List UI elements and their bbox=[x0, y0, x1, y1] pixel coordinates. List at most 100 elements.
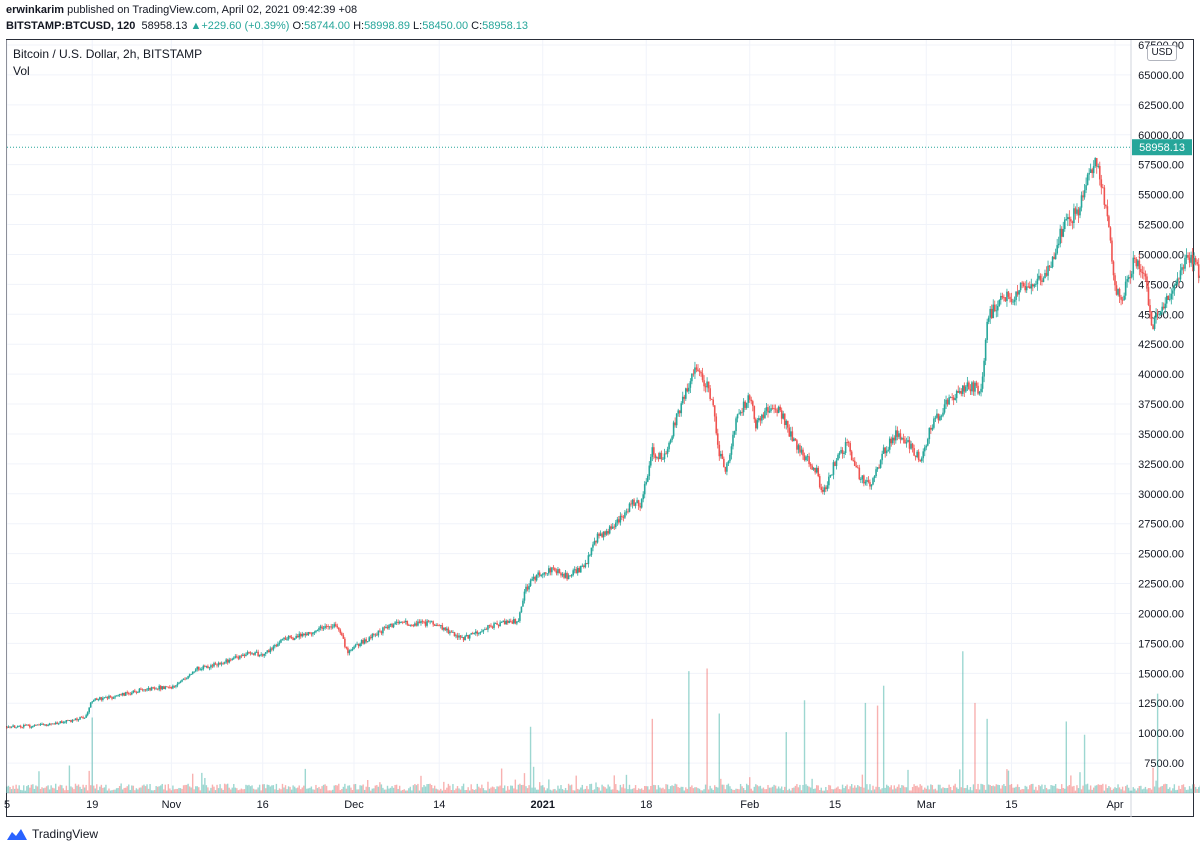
volume-bar bbox=[179, 788, 182, 793]
author-name[interactable]: erwinkarim bbox=[6, 4, 65, 16]
volume-bar bbox=[432, 788, 434, 793]
x-tick-label: 14 bbox=[433, 799, 445, 811]
volume-bar bbox=[421, 787, 424, 793]
volume-bar bbox=[758, 786, 760, 793]
candle-body bbox=[640, 499, 643, 508]
volume-bar bbox=[185, 784, 188, 793]
candle-body bbox=[1060, 228, 1063, 237]
candle-body bbox=[628, 503, 631, 512]
volume-bar bbox=[328, 790, 331, 793]
candle-body bbox=[870, 484, 873, 487]
candle-body bbox=[715, 416, 718, 434]
candle-body bbox=[706, 381, 708, 388]
volume-bar bbox=[97, 790, 100, 793]
candle-body bbox=[228, 659, 231, 663]
volume-bar bbox=[190, 787, 192, 793]
volume-bar bbox=[564, 787, 567, 793]
candle-body bbox=[668, 442, 670, 450]
volume-bar bbox=[465, 789, 468, 793]
candle-body bbox=[942, 412, 944, 416]
volume-bar bbox=[1006, 769, 1008, 793]
volume-bar bbox=[523, 773, 526, 793]
candle-body bbox=[648, 465, 651, 477]
volume-bar bbox=[208, 790, 211, 793]
candle-body bbox=[688, 387, 690, 392]
candle-body bbox=[386, 626, 389, 629]
volume-bar bbox=[805, 784, 807, 793]
volume-bar bbox=[1096, 785, 1098, 793]
volume-bar bbox=[374, 785, 377, 793]
candle-body bbox=[793, 438, 795, 442]
candle-body bbox=[837, 454, 839, 461]
volume-bar bbox=[1108, 785, 1110, 793]
candle-body bbox=[42, 723, 45, 725]
volume-bar bbox=[686, 788, 689, 793]
volume-bar bbox=[878, 786, 880, 793]
volume-bar bbox=[225, 784, 227, 793]
candle-body bbox=[455, 635, 457, 637]
candle-body bbox=[605, 531, 608, 535]
candle-body bbox=[683, 396, 686, 399]
volume-bar bbox=[1188, 786, 1191, 793]
volume-bar bbox=[1184, 787, 1186, 793]
candle-body bbox=[575, 569, 578, 574]
volume-bar bbox=[21, 790, 23, 793]
candle-body bbox=[1150, 312, 1153, 326]
candle-body bbox=[147, 687, 150, 690]
candle-body bbox=[181, 679, 183, 682]
volume-bar bbox=[36, 786, 39, 793]
volume-bar bbox=[298, 785, 300, 793]
candle-body bbox=[980, 388, 982, 392]
candle-body bbox=[735, 418, 737, 432]
volume-bar bbox=[812, 788, 815, 793]
candle-body bbox=[414, 623, 416, 626]
candle-body bbox=[790, 431, 792, 437]
volume-bar bbox=[1050, 785, 1052, 793]
candle-body bbox=[522, 600, 524, 607]
x-tick-label: 15 bbox=[1005, 799, 1017, 811]
candle-body bbox=[937, 413, 940, 421]
candle-body bbox=[622, 516, 625, 518]
candle-body bbox=[552, 567, 555, 569]
volume-bar bbox=[1163, 784, 1165, 793]
volume-bar bbox=[639, 789, 641, 793]
volume-bar bbox=[621, 787, 623, 793]
volume-bar bbox=[1015, 786, 1017, 793]
candle-body bbox=[45, 724, 48, 726]
candle-body bbox=[627, 511, 629, 513]
candle-body bbox=[432, 621, 434, 625]
volume-bar bbox=[616, 789, 619, 793]
candle-body bbox=[38, 724, 40, 726]
candle-body bbox=[452, 632, 454, 633]
open-label: O: bbox=[292, 20, 305, 32]
tradingview-brand[interactable]: TradingView bbox=[6, 827, 98, 841]
volume-bar bbox=[286, 789, 288, 793]
candle-body bbox=[678, 410, 681, 414]
volume-bar bbox=[893, 785, 896, 793]
volume-bar bbox=[782, 790, 784, 793]
candle-body bbox=[169, 686, 171, 688]
candle-body bbox=[1164, 303, 1167, 309]
volume-bar bbox=[1132, 787, 1134, 793]
volume-bar bbox=[473, 789, 475, 793]
candle-body bbox=[834, 462, 836, 466]
volume-bar bbox=[476, 783, 478, 793]
candle-body bbox=[750, 399, 753, 402]
candle-body bbox=[211, 665, 214, 667]
candle-body bbox=[1038, 275, 1040, 279]
candle-body bbox=[738, 413, 740, 415]
volume-bar bbox=[196, 786, 198, 793]
volume-bar bbox=[546, 788, 549, 793]
volume-bar bbox=[462, 783, 465, 793]
volume-bar bbox=[507, 786, 509, 793]
volume-bar bbox=[651, 718, 654, 793]
candle-body bbox=[633, 499, 635, 506]
x-tick-label: 2021 bbox=[530, 799, 554, 811]
candle-body bbox=[380, 631, 383, 634]
candle-body bbox=[216, 664, 218, 666]
candle-body bbox=[630, 503, 632, 505]
volume-bar bbox=[1100, 784, 1103, 793]
currency-badge[interactable]: USD bbox=[1147, 45, 1177, 61]
volume-bar bbox=[860, 786, 862, 793]
